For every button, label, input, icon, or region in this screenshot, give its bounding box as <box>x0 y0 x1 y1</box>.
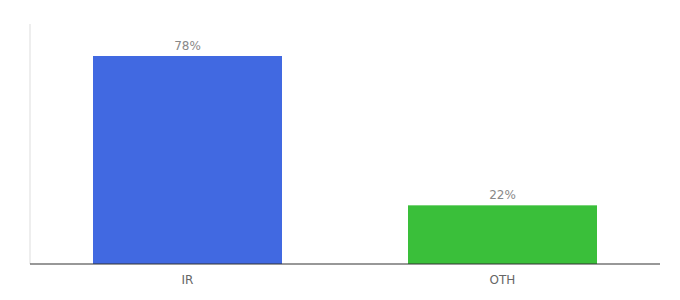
x-axis-line <box>30 263 660 264</box>
y-axis-line <box>30 24 31 264</box>
bars <box>93 56 597 264</box>
x-tick-label: IR <box>182 273 194 287</box>
x-tick-label: OTH <box>490 273 516 287</box>
data-label: 78% <box>174 39 201 53</box>
bar <box>408 205 597 264</box>
bar <box>93 56 282 264</box>
data-label: 22% <box>489 188 516 202</box>
chart-container: IR OTH 78% 22% <box>0 0 680 300</box>
chart: IR OTH 78% 22% <box>0 0 680 300</box>
